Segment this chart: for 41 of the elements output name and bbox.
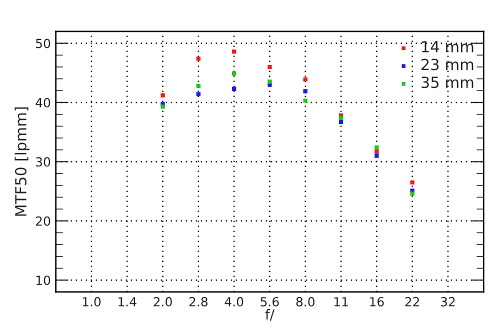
point [338,116,344,120]
point [303,77,308,82]
point [338,120,344,124]
x-tick-label: 22 [405,297,420,306]
point [232,71,236,76]
x-tick-label: 5.6 [260,297,279,306]
point [410,180,414,184]
legend-label: 35 mm [422,76,474,88]
x-axis-title: f/ [265,308,275,321]
point [196,56,201,61]
point [268,80,272,84]
point [410,192,414,196]
y-tick-label: 10 [36,276,50,286]
legend-label: 14 mm [422,41,474,52]
x-tick-label: 1.0 [82,297,101,306]
x-tick-label: 32 [440,297,455,306]
x-tick-label: 2.0 [154,297,172,306]
point [374,154,379,158]
point [196,92,201,96]
y-tick-label: 40 [36,98,50,108]
x-tick-label: 16 [370,297,384,306]
point [232,86,236,91]
point [160,93,165,98]
x-tick-label: 2.8 [189,297,208,306]
point [303,89,308,94]
point [268,64,272,70]
legend-label: 23 mm [422,58,474,70]
point [196,84,201,88]
y-tick-label: 30 [36,157,50,167]
point [232,49,236,54]
y-axis-title: MTF50 [lpmm] [14,107,30,216]
x-tick-label: 4.0 [224,297,244,306]
point [160,104,165,109]
point [374,150,379,154]
x-tick-label: 8.0 [296,297,314,306]
y-tick-label: 20 [36,216,50,226]
point [303,98,308,103]
x-tick-label: 1.4 [118,297,136,306]
point [374,145,379,150]
y-tick-label: 50 [36,38,50,48]
x-tick-label: 11 [334,297,348,306]
